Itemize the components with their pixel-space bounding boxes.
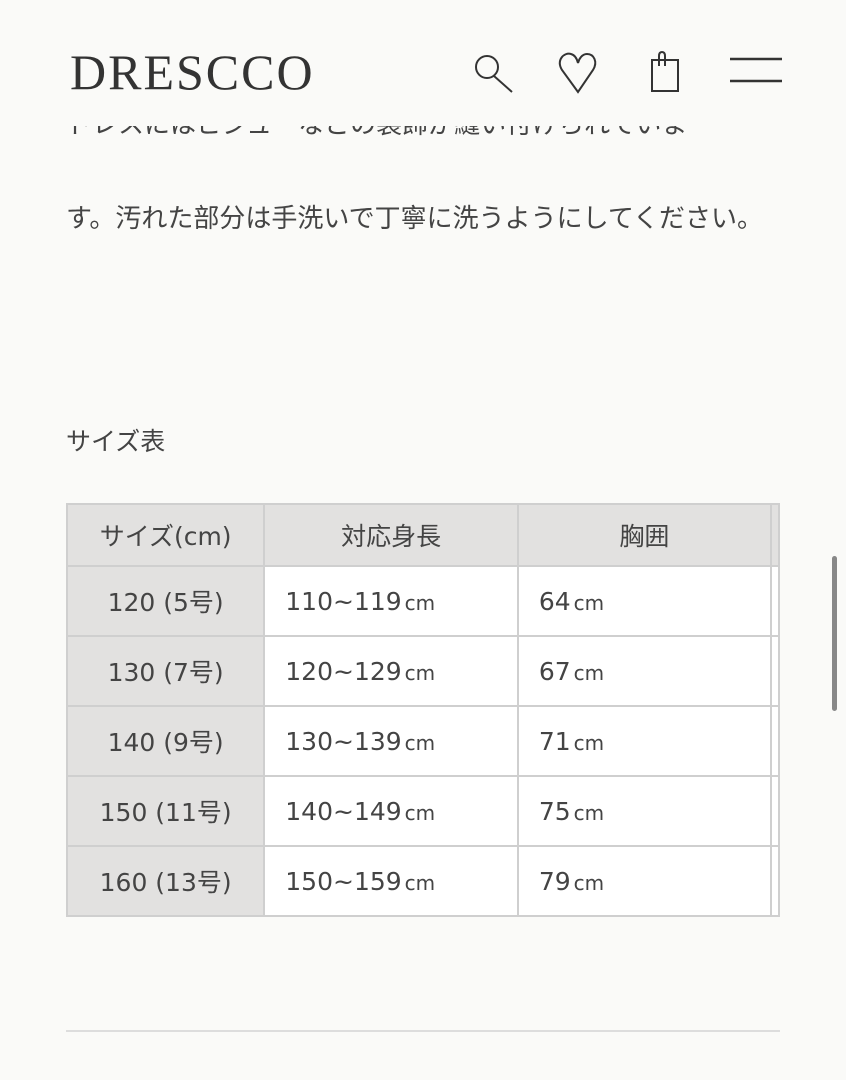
header-chest: 胸囲 [516, 503, 773, 567]
logo[interactable]: DRESCCO [70, 44, 315, 100]
cell-size: 150 (11号) [65, 775, 266, 847]
divider [66, 1030, 780, 1032]
cell-height: 130~139 cm [263, 705, 519, 777]
scrollbar[interactable] [832, 556, 837, 711]
table-row: 130 (7号) 120~129 cm 67 cm [65, 635, 780, 707]
table-row: 150 (11号) 140~149 cm 75 cm [65, 775, 780, 847]
unit: cm [573, 800, 605, 825]
header-height: 対応身長 [263, 503, 519, 567]
menu-icon[interactable] [730, 50, 782, 94]
unit: cm [573, 870, 605, 895]
cell-chest: 79 cm [516, 845, 773, 917]
cell-size: 140 (9号) [65, 705, 266, 777]
chest-value: 64 [538, 586, 571, 616]
size-table: サイズ(cm) 対応身長 胸囲 120 (5号) 110~119 cm 64 cm … [65, 503, 780, 917]
chest-value: 71 [538, 726, 571, 756]
unit: cm [404, 800, 436, 825]
cell-height: 140~149 cm [263, 775, 519, 847]
cell-hidden-column [770, 845, 780, 917]
table-header-row: サイズ(cm) 対応身長 胸囲 [65, 503, 780, 567]
chest-value: 67 [538, 656, 571, 686]
cell-size: 120 (5号) [65, 565, 266, 637]
care-description: す。汚れた部分は手洗いで丁寧に洗うようにしてください。 [66, 204, 764, 234]
unit: cm [404, 590, 436, 615]
height-value: 130~139 [285, 726, 402, 756]
heart-icon[interactable] [556, 50, 600, 94]
cell-size: 130 (7号) [65, 635, 266, 707]
cell-hidden-column [770, 565, 780, 637]
cell-height: 110~119 cm [263, 565, 519, 637]
cell-hidden-column [770, 775, 780, 847]
table-row: 120 (5号) 110~119 cm 64 cm [65, 565, 780, 637]
header-size: サイズ(cm) [65, 503, 266, 567]
cell-height: 150~159 cm [263, 845, 519, 917]
header-hidden-column [770, 503, 780, 567]
unit: cm [573, 660, 605, 685]
table-row: 160 (13号) 150~159 cm 79 cm [65, 845, 780, 917]
cell-size: 160 (13号) [65, 845, 266, 917]
height-value: 110~119 [285, 586, 402, 616]
cell-chest: 75 cm [516, 775, 773, 847]
height-value: 120~129 [285, 656, 402, 686]
cell-hidden-column [770, 705, 780, 777]
chest-value: 79 [538, 866, 571, 896]
clipped-description-line: ドレスにはビジューなどの装飾が縫い付けられていま [66, 126, 687, 140]
cell-hidden-column [770, 635, 780, 707]
unit: cm [404, 730, 436, 755]
cell-chest: 71 cm [516, 705, 773, 777]
height-value: 140~149 [285, 796, 402, 826]
size-table-caption: サイズ表 [66, 427, 166, 456]
unit: cm [404, 660, 436, 685]
search-icon[interactable] [470, 50, 514, 94]
chest-value: 75 [538, 796, 571, 826]
unit: cm [573, 730, 605, 755]
height-value: 150~159 [285, 866, 402, 896]
unit: cm [404, 870, 436, 895]
cell-chest: 64 cm [516, 565, 773, 637]
shopping-bag-icon[interactable] [645, 50, 689, 94]
unit: cm [573, 590, 605, 615]
site-header: DRESCCO [0, 0, 846, 125]
cell-chest: 67 cm [516, 635, 773, 707]
cell-height: 120~129 cm [263, 635, 519, 707]
table-row: 140 (9号) 130~139 cm 71 cm [65, 705, 780, 777]
